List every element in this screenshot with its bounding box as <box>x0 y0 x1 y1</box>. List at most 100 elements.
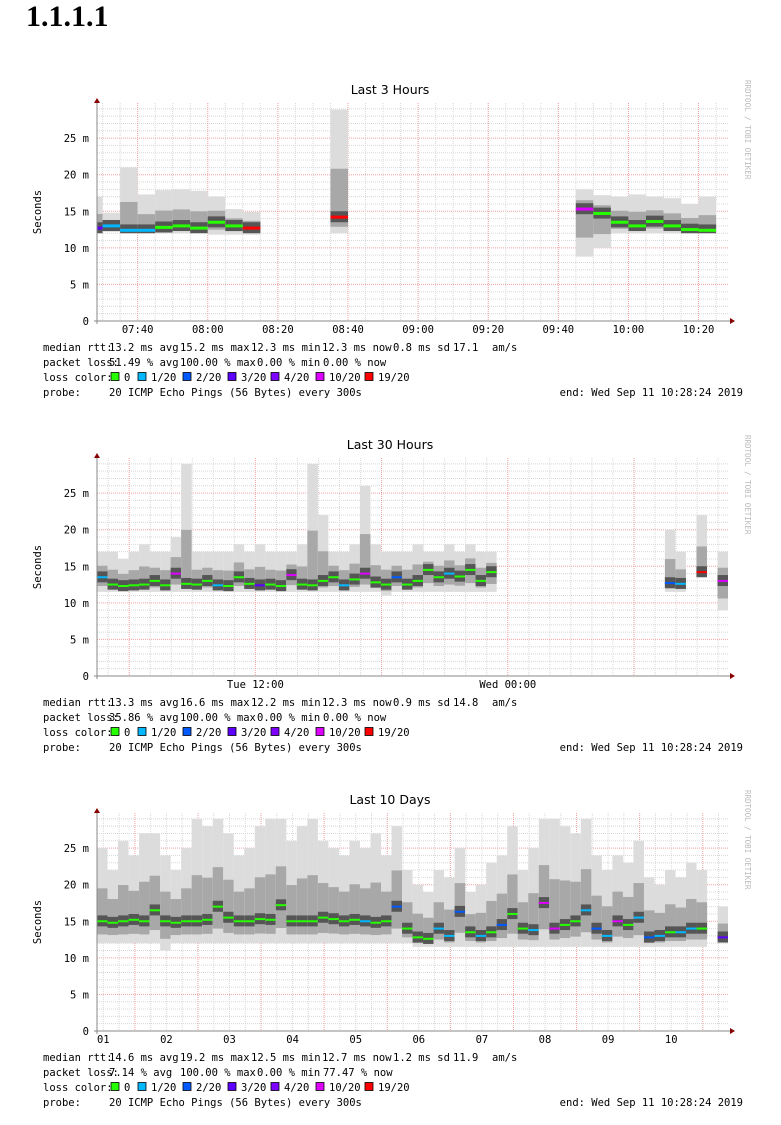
median-mark <box>654 934 666 937</box>
x-tick-label: 06 <box>412 1034 425 1046</box>
median-mark <box>102 224 121 228</box>
y-tick-label: 20 m <box>64 525 89 537</box>
median-mark <box>120 228 138 232</box>
packet-loss-max: 100.00 % max <box>180 357 256 369</box>
median-mark <box>423 568 434 571</box>
median-rtt-ams: 17.1 <box>453 342 478 354</box>
smoke-quartile <box>223 879 234 933</box>
median-mark <box>128 918 140 921</box>
loss-color-swatch-icon <box>227 727 237 736</box>
median-mark <box>681 228 699 232</box>
loss-color-swatch-icon <box>364 727 374 736</box>
smoke-quartile <box>549 879 560 940</box>
median-mark <box>149 909 161 912</box>
median-mark <box>538 901 550 904</box>
smokeping-chart-1: Last 3 Hours RRDTOOL / TOBI OETIKER Second… <box>32 80 752 399</box>
smoke-quartile <box>139 566 150 589</box>
smoke-quartile <box>254 877 266 934</box>
median-mark <box>296 583 308 586</box>
median-mark <box>212 584 224 587</box>
median-mark <box>717 579 728 582</box>
median-mark <box>275 585 287 588</box>
median-mark <box>696 571 707 574</box>
packet-loss-now: 77.47 % now <box>323 1067 393 1079</box>
x-axis-arrow-icon <box>730 318 735 324</box>
y-tick-label: 20 m <box>64 170 89 182</box>
median-mark <box>139 920 150 923</box>
smoke-quartile <box>601 906 613 943</box>
packet-loss-avg: 7.14 % avg <box>109 1067 172 1079</box>
median-rtt-now: 12.7 ms now <box>322 1052 392 1064</box>
median-mark <box>391 576 402 579</box>
median-mark <box>317 579 329 582</box>
loss-color-swatch-icon <box>137 727 147 736</box>
median-mark <box>172 224 191 228</box>
smoke-quartile <box>359 534 371 585</box>
median-mark <box>265 918 276 921</box>
smoke-quartile <box>622 896 634 939</box>
median-mark <box>698 228 717 232</box>
y-axis-label: Seconds <box>32 545 44 589</box>
x-axis-arrow-icon <box>730 673 735 679</box>
smoke-quartile <box>275 866 287 928</box>
median-mark <box>317 916 329 919</box>
x-tick-label: Wed 00:00 <box>479 679 536 691</box>
rrdtool-watermark: RRDTOOL / TOBI OETIKER <box>743 435 752 535</box>
smoke-quartile <box>149 875 161 931</box>
smoke-quartile <box>517 902 529 940</box>
y-tick-label: 0 <box>83 1026 89 1038</box>
median-mark <box>633 916 644 919</box>
smoke-quartile <box>307 875 318 935</box>
median-rtt-ams_unit: am/s <box>492 697 517 709</box>
median-mark <box>191 920 203 923</box>
smoke-quartile <box>307 530 318 590</box>
median-mark <box>454 910 466 913</box>
smoke-quartile <box>359 888 371 935</box>
x-tick-label: 08:00 <box>192 324 224 336</box>
median-rtt-avg: 14.6 ms avg <box>109 1052 179 1064</box>
median-mark <box>664 582 676 585</box>
smoke-quartile <box>696 546 707 576</box>
smoke-quartile <box>296 566 308 589</box>
loss-color-swatch-icon <box>270 727 280 736</box>
loss-color-swatch-icon <box>110 372 120 381</box>
median-mark <box>465 568 476 571</box>
median-mark <box>155 225 173 229</box>
median-mark <box>549 927 560 930</box>
loss-color-legend-label: 2/20 <box>196 727 221 739</box>
loss-color-legend-label: 19/20 <box>378 1082 410 1094</box>
median-mark <box>475 579 487 582</box>
median-mark <box>580 909 592 912</box>
probe-description: 20 ICMP Echo Pings (56 Bytes) every 300s <box>109 387 362 399</box>
loss-color-swatch-icon <box>227 372 237 381</box>
smoke-quartile <box>139 881 150 935</box>
packet-loss-now: 0.00 % now <box>323 712 387 724</box>
median-rtt-max: 16.6 ms max <box>180 697 250 709</box>
packet-loss-avg: 51.49 % avg <box>109 357 179 369</box>
x-tick-label: 09:20 <box>472 324 504 336</box>
median-mark <box>107 921 119 924</box>
loss-color-swatch-icon <box>227 1082 237 1091</box>
smoke-quartile <box>286 885 297 935</box>
loss-color-legend-label: 2/20 <box>196 372 221 384</box>
probe-label: probe: <box>43 742 81 754</box>
y-tick-label: 10 m <box>64 598 89 610</box>
probe-label: probe: <box>43 387 81 399</box>
median-mark <box>675 582 686 585</box>
median-mark <box>370 581 381 584</box>
median-mark <box>338 584 350 587</box>
median-mark <box>444 934 455 937</box>
loss-color-label: loss color: <box>43 372 113 384</box>
median-mark <box>665 931 676 934</box>
median-mark <box>628 224 646 228</box>
median-mark <box>507 912 518 915</box>
y-tick-label: 0 <box>83 316 89 328</box>
median-mark <box>496 923 508 926</box>
x-tick-label: 09:40 <box>543 324 575 336</box>
smoke-quartile <box>191 875 203 935</box>
smoke-quartile <box>654 912 666 943</box>
median-mark <box>486 931 497 934</box>
loss-color-swatch-icon <box>315 372 325 381</box>
median-mark <box>190 226 208 230</box>
x-axis-arrow-icon <box>730 1028 735 1034</box>
